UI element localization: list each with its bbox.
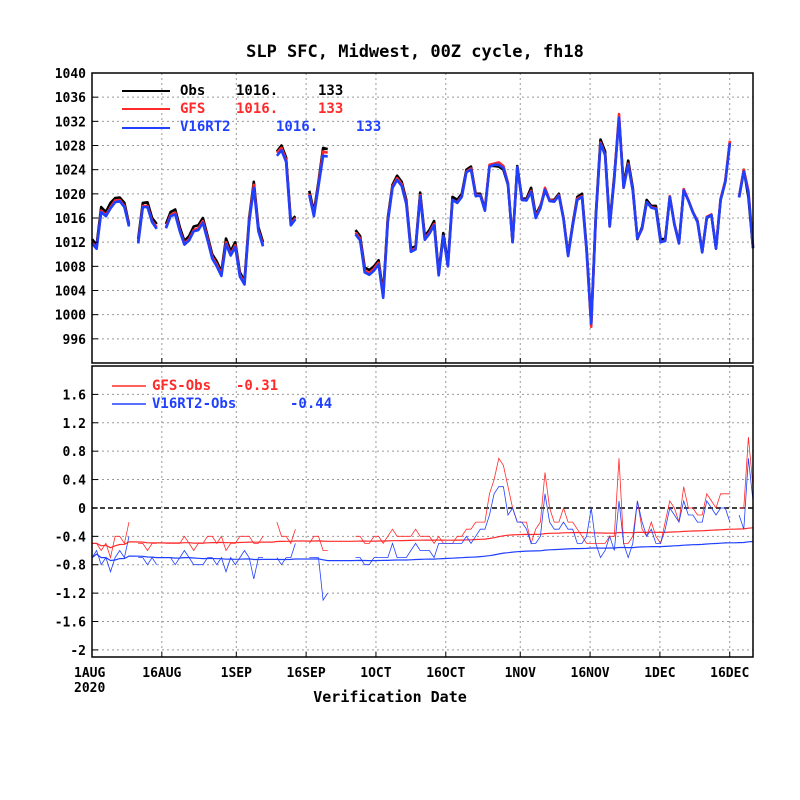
legend-v16-obs-name: V16RT2-Obs <box>152 396 236 412</box>
legend-gfs-count: 133 <box>318 101 343 117</box>
top-legend: Obs 1016. 133 GFS 1016. 133 V16RT2 1016.… <box>122 83 381 135</box>
bottom-y-tick-label: 1.6 <box>63 388 87 403</box>
bottom-y-tick-label: -1.2 <box>55 587 86 602</box>
top-y-axis: 996 1000 1004 1008 1012 1016 1020 1024 1028 1032 1… <box>55 67 98 348</box>
top-y-tick-label: 1028 <box>55 140 86 155</box>
bottom-y-tick-label: 0.8 <box>63 445 87 460</box>
x-tick-label: 16SEP <box>287 666 326 681</box>
top-y-tick-label: 1036 <box>55 91 86 106</box>
top-y-tick-label: 1016 <box>55 212 86 227</box>
legend-gfs-obs-mean: -0.31 <box>236 378 278 394</box>
legend-gfs-mean: 1016. <box>236 101 278 117</box>
x-tick-label: 1DEC <box>644 666 675 681</box>
bottom-y-tick-label: -2 <box>70 644 86 659</box>
gfs-obs-mean-line <box>92 527 754 549</box>
top-y-tick-label: 996 <box>63 333 87 348</box>
bottom-y-tick-label: -0.4 <box>55 530 86 545</box>
legend-gfs-name: GFS <box>180 101 205 117</box>
gfs-obs-line <box>92 436 754 560</box>
top-y-tick-label: 1020 <box>55 188 86 203</box>
bottom-y-tick-label: 1.2 <box>63 417 86 432</box>
bottom-y-tick-label: 0.4 <box>63 474 87 489</box>
legend-obs-count: 133 <box>318 83 343 99</box>
x-tick-label: 16OCT <box>426 666 465 681</box>
top-y-tick-label: 1004 <box>55 285 86 300</box>
x-tick-label: 1AUG <box>74 666 105 681</box>
legend-obs-name: Obs <box>180 83 205 99</box>
bottom-panel-frame <box>91 365 754 658</box>
legend-v16-obs-mean: -0.44 <box>290 396 332 412</box>
top-y-tick-label: 1040 <box>55 67 86 82</box>
legend-v16-mean: 1016. <box>276 119 318 135</box>
bottom-y-axis: -2 -1.6 -1.2 -0.8 -0.4 0 0.4 0.8 1.2 1.6 <box>55 388 98 659</box>
top-y-tick-label: 1000 <box>55 309 86 324</box>
bottom-legend: GFS-Obs -0.31 V16RT2-Obs -0.44 <box>112 378 332 412</box>
v16rt2-line <box>91 116 755 325</box>
x-tick-label: 1NOV <box>505 666 536 681</box>
legend-v16-name: V16RT2 <box>180 119 231 135</box>
top-series-lines <box>90 112 755 329</box>
x-tick-label: 16AUG <box>142 666 181 681</box>
top-y-tick-label: 1032 <box>55 115 86 130</box>
legend-obs-mean: 1016. <box>236 83 278 99</box>
x-tick-label: 1OCT <box>360 666 391 681</box>
legend-v16-count: 133 <box>356 119 381 135</box>
top-y-tick-label: 1012 <box>55 236 86 251</box>
x-tick-label: 16DEC <box>710 666 749 681</box>
bottom-y-tick-label: -0.8 <box>55 559 86 574</box>
bottom-y-tick-label: 0 <box>78 502 86 517</box>
bottom-series-lines <box>91 436 754 602</box>
x-tick-label: 1SEP <box>221 666 252 681</box>
top-y-tick-label: 1024 <box>55 164 86 179</box>
bottom-y-tick-label: -1.6 <box>55 616 86 631</box>
x-axis: 1AUG 16AUG 1SEP 16SEP 1OCT 16OCT 1NOV 16NOV 1DEC… <box>74 358 749 681</box>
top-y-tick-label: 1008 <box>55 260 86 275</box>
v16rt2-obs-mean-line <box>91 540 754 562</box>
x-axis-label: Verification Date <box>313 688 467 706</box>
v16rt2-obs-line <box>91 458 754 602</box>
x-year-label: 2020 <box>74 681 105 696</box>
chart-title: SLP SFC, Midwest, 00Z cycle, fh18 <box>246 42 584 62</box>
x-tick-label: 16NOV <box>571 666 610 681</box>
legend-gfs-obs-name: GFS-Obs <box>152 378 211 394</box>
